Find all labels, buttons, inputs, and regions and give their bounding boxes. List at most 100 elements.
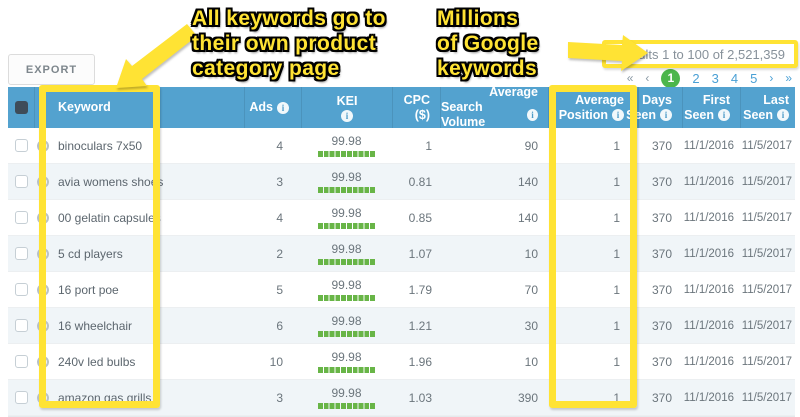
kei-cell: 99.98 xyxy=(301,134,392,157)
row-checkbox[interactable] xyxy=(14,175,28,188)
column-label: Seen xyxy=(684,107,714,122)
info-icon[interactable]: i xyxy=(341,109,353,122)
info-icon[interactable]: i xyxy=(277,101,289,114)
checkbox-cell xyxy=(8,175,34,188)
column-header-average-position[interactable]: Average Position i xyxy=(548,87,638,128)
days-seen-value: 370 xyxy=(651,246,672,261)
kei-cell: 99.98 xyxy=(301,350,392,373)
pagination-first-icon[interactable]: « xyxy=(626,71,634,85)
pagination-page-2[interactable]: 2 xyxy=(692,70,700,86)
keyword-cell: 16 port poe xyxy=(34,283,244,297)
row-checkbox[interactable] xyxy=(14,139,28,152)
kei-cell: 99.98 xyxy=(301,314,392,337)
search-volume-value: 140 xyxy=(517,210,538,225)
gauge-icon xyxy=(37,391,49,404)
select-all-checkbox[interactable] xyxy=(14,101,28,114)
keyword-link[interactable]: 00 gelatin capsules xyxy=(58,210,161,225)
info-icon[interactable]: i xyxy=(527,109,538,121)
gauge-icon xyxy=(37,319,49,332)
column-label: Last xyxy=(763,92,789,107)
last-seen-value: 11/5/2017 xyxy=(741,139,792,152)
keyword-link[interactable]: 16 wheelchair xyxy=(58,318,133,333)
export-button[interactable]: EXPORT xyxy=(8,54,95,85)
row-checkbox[interactable] xyxy=(14,247,28,260)
pagination-prev-icon[interactable]: ‹ xyxy=(645,71,650,85)
kei-value: 99.98 xyxy=(331,278,362,292)
keyword-cell: binoculars 7x50 xyxy=(34,139,244,153)
column-header-keyword[interactable]: Keyword xyxy=(34,87,244,128)
pagination-last-icon[interactable]: » xyxy=(785,71,792,85)
kei-cell: 99.98 xyxy=(301,278,392,301)
keyword-cell: 5 cd players xyxy=(34,247,244,261)
gauge-icon xyxy=(37,139,49,152)
table-row: 5 cd players 2 99.98 1.07 10 1 370 11/1/2016 11/… xyxy=(8,236,795,272)
info-icon[interactable]: i xyxy=(612,109,624,121)
kei-bar xyxy=(317,331,376,337)
first-seen-value: 11/1/2016 xyxy=(683,139,734,152)
keyword-cell: 240v led bulbs xyxy=(34,355,244,369)
keyword-link[interactable]: 16 port poe xyxy=(58,282,119,297)
pagination-page-3[interactable]: 3 xyxy=(711,70,719,86)
search-volume-value: 390 xyxy=(517,390,538,405)
pagination-next-icon[interactable]: › xyxy=(769,71,774,85)
info-icon[interactable]: i xyxy=(777,109,789,121)
first-seen-value: 11/1/2016 xyxy=(683,211,734,224)
column-label: Seen xyxy=(743,107,773,122)
keyword-cell: 16 wheelchair xyxy=(34,319,244,333)
last-seen-value: 11/5/2017 xyxy=(741,211,792,224)
keyword-link[interactable]: amazon gas grills xyxy=(58,390,152,405)
first-seen-value: 11/1/2016 xyxy=(683,283,734,296)
column-header-last-seen[interactable]: Last Seen i xyxy=(740,87,795,128)
column-header-cpc[interactable]: CPC ($) xyxy=(392,87,440,128)
pagination-page-5[interactable]: 5 xyxy=(750,70,758,86)
annotation-line: keywords xyxy=(437,57,538,80)
row-checkbox[interactable] xyxy=(14,355,28,368)
info-icon[interactable]: i xyxy=(718,109,730,121)
days-seen-value: 370 xyxy=(651,174,672,189)
column-label: Ads xyxy=(249,100,273,114)
row-checkbox[interactable] xyxy=(14,211,28,224)
table-header-row: Keyword Ads i KEI i CPC ($) Average Search V… xyxy=(8,85,795,129)
days-seen-value: 370 xyxy=(651,138,672,153)
gauge-icon xyxy=(37,247,49,260)
info-icon[interactable]: i xyxy=(660,109,672,121)
keyword-link[interactable]: 240v led bulbs xyxy=(58,354,136,369)
first-seen-value: 11/1/2016 xyxy=(683,319,734,332)
arrow-down-left-icon xyxy=(116,24,197,88)
pagination-page-1[interactable]: 1 xyxy=(661,68,681,88)
keyword-link[interactable]: binoculars 7x50 xyxy=(58,138,143,153)
table-row: 16 wheelchair 6 99.98 1.21 30 1 370 11/1/2016 11… xyxy=(8,308,795,344)
keyword-link[interactable]: avia womens shoes xyxy=(58,174,164,189)
row-checkbox[interactable] xyxy=(14,319,28,332)
row-checkbox[interactable] xyxy=(14,283,28,296)
table-row: binoculars 7x50 4 99.98 1 90 1 370 11/1/2016 11/… xyxy=(8,128,795,164)
column-header-first-seen[interactable]: First Seen i xyxy=(682,87,740,128)
days-seen-value: 370 xyxy=(651,354,672,369)
table-row: 240v led bulbs 10 99.98 1.96 10 1 370 11/1/2016… xyxy=(8,344,795,380)
ads-value: 10 xyxy=(269,354,283,369)
search-volume-value: 70 xyxy=(524,282,538,297)
pagination-page-4[interactable]: 4 xyxy=(730,70,739,86)
average-position-value: 1 xyxy=(613,246,620,261)
row-checkbox[interactable] xyxy=(14,391,28,404)
checkbox-cell xyxy=(8,355,34,368)
table-row: avia womens shoes 3 99.98 0.81 140 1 370 11/1/2… xyxy=(8,164,795,200)
annotation-millions-note: Millions of Google keywords xyxy=(437,6,539,81)
column-label: Seen xyxy=(626,107,656,122)
kei-value: 99.98 xyxy=(331,350,362,364)
table-row: 00 gelatin capsules 4 99.98 0.85 140 1 370 11/1… xyxy=(8,200,795,236)
cpc-value: 1.07 xyxy=(408,246,432,261)
keyword-cell: 00 gelatin capsules xyxy=(34,211,244,225)
average-position-value: 1 xyxy=(613,282,620,297)
column-header-ads[interactable]: Ads i xyxy=(244,87,301,128)
first-seen-value: 11/1/2016 xyxy=(683,247,734,260)
average-position-value: 1 xyxy=(613,138,620,153)
column-header-days-seen[interactable]: Days Seen i xyxy=(626,87,682,128)
kei-value: 99.98 xyxy=(331,386,362,400)
column-header-search-volume[interactable]: Average Search Volume i xyxy=(440,85,548,129)
keyword-link[interactable]: 5 cd players xyxy=(58,246,123,261)
column-header-kei[interactable]: KEI i xyxy=(301,87,392,128)
column-label: CPC xyxy=(403,92,430,107)
checkbox-cell xyxy=(8,247,34,260)
search-volume-value: 90 xyxy=(524,138,538,153)
